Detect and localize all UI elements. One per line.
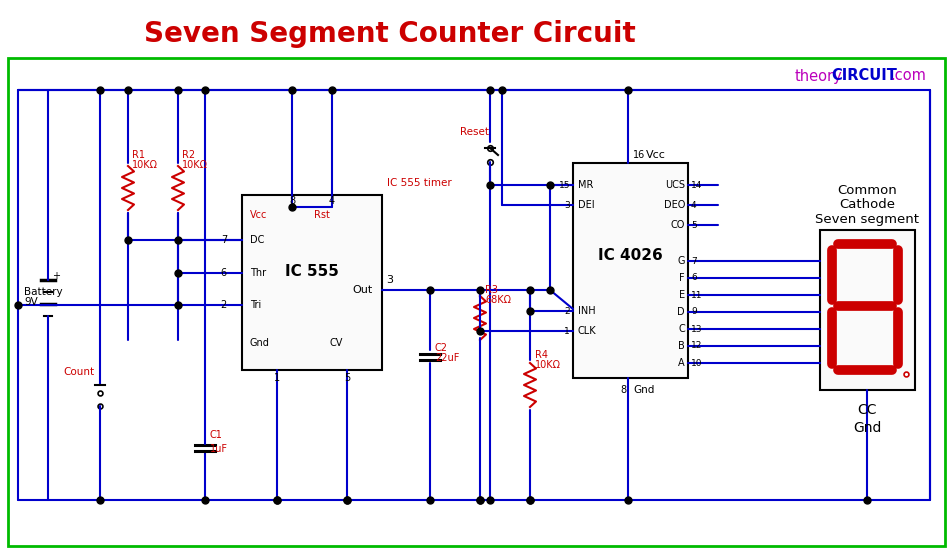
Text: 10KΩ: 10KΩ (132, 160, 158, 170)
Text: Vcc: Vcc (645, 150, 665, 160)
Text: 12: 12 (690, 341, 702, 351)
Text: 11: 11 (690, 290, 702, 300)
Text: DEO: DEO (663, 200, 684, 210)
Text: 7: 7 (690, 256, 696, 265)
Text: 5: 5 (690, 220, 696, 230)
Bar (242, 195, 382, 370)
Text: Seven segment: Seven segment (814, 214, 918, 226)
Text: 68KΩ: 68KΩ (485, 295, 510, 305)
Text: R2: R2 (182, 150, 195, 160)
Text: E: E (678, 290, 684, 300)
Text: B: B (678, 341, 684, 351)
Text: A: A (678, 358, 684, 368)
Text: Thr: Thr (249, 268, 266, 278)
Text: Gnd: Gnd (632, 385, 654, 395)
Text: 22uF: 22uF (434, 353, 459, 363)
Text: UCS: UCS (664, 180, 684, 190)
Text: INH: INH (578, 306, 595, 316)
Text: 10KΩ: 10KΩ (182, 160, 208, 170)
Text: 1: 1 (273, 373, 280, 383)
Text: 14: 14 (690, 180, 702, 189)
Text: 7: 7 (221, 235, 227, 245)
Text: CLK: CLK (578, 326, 596, 336)
Text: 1: 1 (564, 326, 569, 336)
Text: 6: 6 (221, 268, 227, 278)
Text: Reset: Reset (460, 127, 488, 137)
Text: Count: Count (63, 367, 94, 377)
Text: IC 555 timer: IC 555 timer (387, 178, 451, 188)
Text: 16: 16 (632, 150, 645, 160)
Text: 6: 6 (690, 274, 696, 282)
Bar (8, 58, 944, 546)
Text: Tri: Tri (249, 300, 261, 310)
Text: R1: R1 (132, 150, 145, 160)
Text: IC 555: IC 555 (285, 265, 339, 280)
Text: 1uF: 1uF (209, 444, 228, 454)
Text: 4: 4 (690, 200, 696, 209)
Text: Seven Segment Counter Circuit: Seven Segment Counter Circuit (144, 20, 635, 48)
Text: 8: 8 (288, 196, 295, 206)
Text: IC 4026: IC 4026 (597, 248, 662, 263)
Text: CO: CO (670, 220, 684, 230)
Bar (572, 163, 687, 378)
Text: Common: Common (836, 184, 896, 196)
Text: 15: 15 (558, 180, 569, 189)
Text: Gnd: Gnd (249, 338, 269, 348)
Text: Out: Out (351, 285, 372, 295)
Text: C: C (678, 324, 684, 334)
Text: 13: 13 (690, 325, 702, 334)
Text: 5: 5 (344, 373, 349, 383)
Text: DC: DC (249, 235, 264, 245)
Text: 8: 8 (620, 385, 625, 395)
Text: 2: 2 (221, 300, 227, 310)
Text: 10: 10 (690, 359, 702, 367)
Text: C1: C1 (209, 430, 223, 440)
Text: G: G (677, 256, 684, 266)
Text: 3: 3 (564, 200, 569, 209)
Text: Rst: Rst (313, 210, 329, 220)
Bar (819, 230, 914, 390)
Text: +: + (52, 271, 60, 281)
Text: MR: MR (578, 180, 593, 190)
Text: 2: 2 (564, 306, 569, 315)
Text: D: D (677, 307, 684, 317)
Text: .com: .com (889, 68, 925, 83)
Text: 9V: 9V (24, 297, 38, 307)
Text: F: F (679, 273, 684, 283)
Text: R3: R3 (485, 285, 498, 295)
Text: theory: theory (794, 68, 842, 83)
Text: Cathode: Cathode (838, 199, 894, 211)
Text: 9: 9 (690, 307, 696, 316)
Text: CIRCUIT: CIRCUIT (830, 68, 896, 83)
Text: Vcc: Vcc (249, 210, 268, 220)
Text: R4: R4 (534, 350, 547, 360)
Text: C2: C2 (434, 343, 447, 353)
Text: DEI: DEI (578, 200, 594, 210)
Text: 10KΩ: 10KΩ (534, 360, 561, 370)
Text: 4: 4 (328, 196, 335, 206)
Text: Battery: Battery (24, 287, 63, 297)
Text: Gnd: Gnd (852, 421, 881, 435)
Text: 3: 3 (386, 275, 392, 285)
Text: CV: CV (329, 338, 343, 348)
Text: CC: CC (857, 403, 876, 417)
